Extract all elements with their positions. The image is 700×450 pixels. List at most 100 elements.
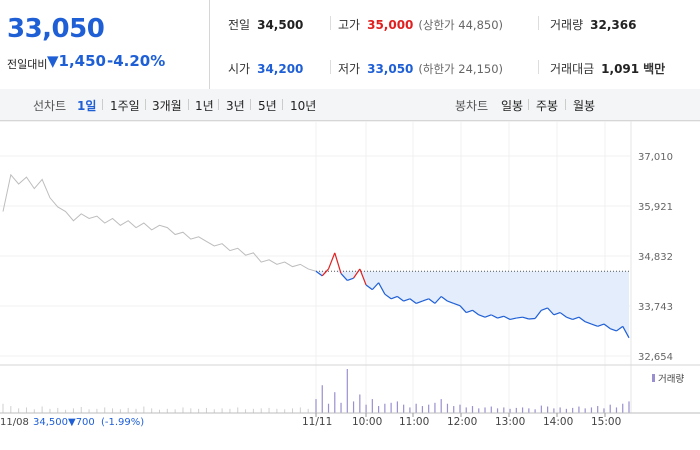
tab-divider [282,99,283,110]
chart-tabs: 선차트 1일 1주일 3개월 1년 3년 5년 10년 봉차트 일봉 주봉 월봉 [0,89,700,121]
tab-5y[interactable]: 5년 [258,99,277,113]
today-price-segment [534,309,542,319]
tab-monthly-candle[interactable]: 월봉 [573,99,596,113]
today-price-segment [315,270,323,277]
today-price-segment [403,298,411,302]
today-price-segment [428,298,436,304]
today-price-segment [610,328,617,332]
x-tick-label: 11/11 [302,416,332,428]
today-price-segment [384,293,392,300]
x-tick-label: 13:00 [495,416,525,428]
tab-1d[interactable]: 1일 [77,99,97,113]
tab-3y[interactable]: 3년 [226,99,245,113]
today-price-segment [321,268,329,277]
price-chart: 37,010 35,921 34,832 33,743 32,654 거래량 11/11 10… [0,121,700,428]
divider [538,60,539,74]
today-price-segment [390,295,398,300]
change-label: 전일대비 [7,58,48,71]
today-price-segment [541,307,548,311]
divider [538,16,539,30]
today-price-segment [503,315,511,320]
stat-low: 저가 33,050 (하한가 24,150) [338,62,504,76]
today-price-segment [591,323,598,327]
x-tick-label: 10:00 [352,416,382,428]
quote-summary: 33,050 전일대비 ▼1,450 -4.20% [0,0,210,89]
stat-volume: 거래량 32,366 [550,18,637,32]
volume-legend-swatch [652,374,655,382]
x-tick-label: 14:00 [543,416,573,428]
today-price-segment [453,302,461,307]
today-price-segment [371,282,380,291]
today-price-segment [553,312,561,316]
prev-close-value: 34,500 [33,417,68,428]
x-tick-label: 11:00 [399,416,429,428]
today-price-segment [409,298,417,304]
tab-1y[interactable]: 1년 [195,99,214,113]
today-price-segment [353,268,361,279]
divider [330,16,331,30]
prev-change-rate: (-1.99%) [101,417,144,428]
today-price-segment [578,316,586,323]
x-tick-label: 15:00 [591,416,621,428]
tab-divider [102,99,103,110]
tab-divider [250,99,251,110]
below-close-area [316,271,629,338]
tab-3m[interactable]: 3개월 [152,99,182,113]
today-price-segment [497,315,504,319]
y-tick-label: 35,921 [638,202,673,213]
tab-weekly-candle[interactable]: 주봉 [536,99,559,113]
y-tick-label: 33,743 [638,302,673,313]
previous-day-price-line [2,173,317,272]
today-price-segment [516,316,523,319]
today-price-segment [359,268,367,286]
prev-change-value: ▼700 [68,417,95,428]
tab-1w[interactable]: 1주일 [110,99,140,113]
today-price-segment [616,325,624,332]
today-price-segment [584,321,592,325]
x-tick-label-prev-date: 11/08 [0,417,29,428]
today-price-segment [340,273,348,281]
today-price-segment [327,252,336,270]
stat-amount: 거래대금 1,091 백만 [550,62,666,76]
tab-10y[interactable]: 10년 [290,99,317,113]
divider [330,60,331,74]
line-chart-label: 선차트 [33,99,67,113]
stat-high: 고가 35,000 (상한가 44,850) [338,18,504,32]
tab-divider [145,99,146,110]
today-price-segment [459,305,467,313]
change-value: ▼1,450 [47,52,106,70]
today-price-segment [478,314,486,318]
y-tick-label: 32,654 [638,352,673,363]
today-price-segment [378,282,386,295]
stat-prev-close: 전일 34,500 [228,18,304,32]
today-price-segment [334,252,342,274]
tab-daily-candle[interactable]: 일봉 [501,99,524,113]
change-rate: -4.20% [107,52,166,70]
today-price-segment [415,300,423,304]
today-price-segment [509,317,517,321]
volume-legend-label: 거래량 [658,373,684,385]
today-price-segment [440,296,448,302]
today-price-segment [447,300,454,304]
tab-divider [188,99,189,110]
candle-chart-label: 봉차트 [455,99,489,113]
y-tick-label: 37,010 [638,152,673,163]
y-tick-label: 34,832 [638,252,673,263]
today-price-segment [434,296,442,304]
stat-open: 시가 34,200 [228,62,304,76]
x-tick-label: 12:00 [447,416,477,428]
today-price-segment [484,314,492,318]
tab-divider [565,99,566,110]
today-price-segment [365,284,373,291]
tab-divider [528,99,529,110]
today-price-segment [566,316,573,321]
quote-header: 33,050 전일대비 ▼1,450 -4.20% 전일 34,500 시가 34,… [0,0,700,90]
today-price-segment [397,296,404,302]
today-price-segment [603,323,611,330]
today-price-segment [572,316,580,321]
tab-divider [218,99,219,110]
today-price-segment [466,309,473,314]
today-price-segment [491,314,498,319]
today-price-segment [559,312,567,318]
today-price-segment [622,326,630,339]
